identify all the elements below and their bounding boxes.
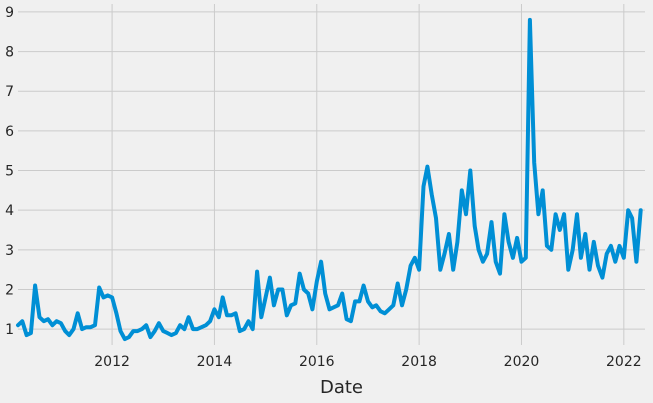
x-tick-labels: 2012 2014 2016 2018 2020 2022 xyxy=(94,354,641,370)
y-tick-label: 8 xyxy=(5,45,14,61)
y-tick-label: 3 xyxy=(5,243,14,259)
x-tick-label: 2022 xyxy=(606,354,642,370)
x-tick-label: 2014 xyxy=(197,354,233,370)
x-tick-label: 2012 xyxy=(94,354,130,370)
y-tick-label: 6 xyxy=(5,124,14,140)
y-tick-label: 4 xyxy=(5,203,14,219)
y-tick-label: 5 xyxy=(5,164,14,180)
grid xyxy=(18,4,645,345)
y-tick-label: 2 xyxy=(5,282,14,298)
x-tick-label: 2020 xyxy=(504,354,540,370)
series-line xyxy=(16,17,643,342)
y-tick-label: 1 xyxy=(5,322,14,338)
x-tick-label: 2016 xyxy=(299,354,335,370)
x-tick-label: 2018 xyxy=(401,354,437,370)
y-tick-label: 7 xyxy=(5,84,14,100)
x-axis-label: Date xyxy=(320,377,363,398)
series-group xyxy=(16,17,643,342)
y-tick-label: 9 xyxy=(5,5,14,21)
y-tick-labels: 1 2 3 4 5 6 7 8 9 xyxy=(5,5,14,338)
